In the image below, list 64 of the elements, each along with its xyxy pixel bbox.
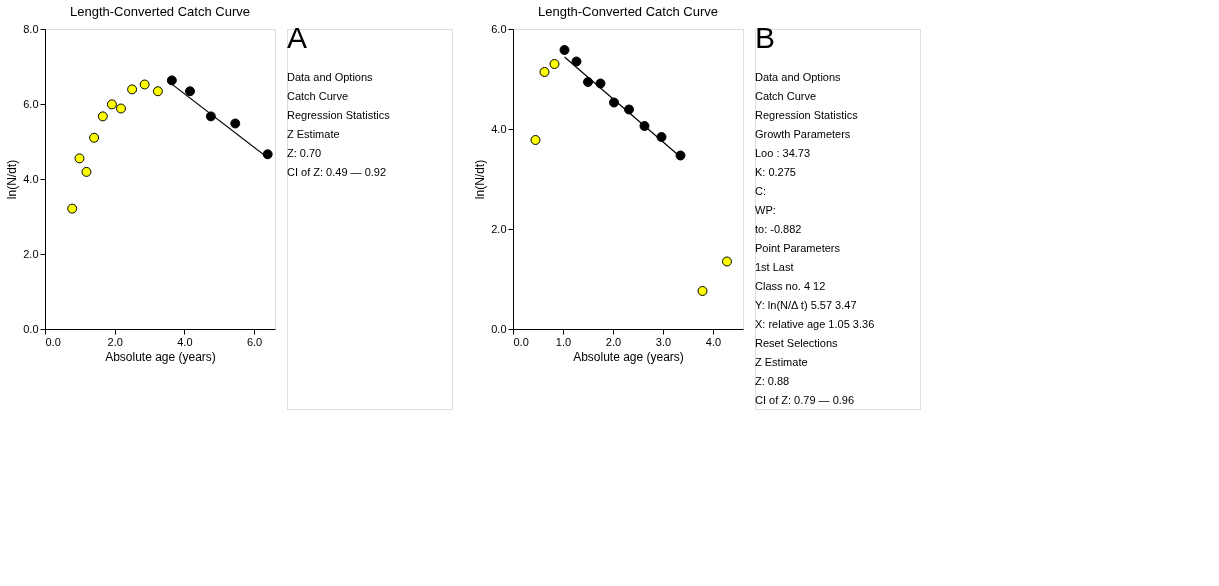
point xyxy=(595,78,606,89)
text: Z Estimate xyxy=(755,356,808,368)
text: B xyxy=(755,21,776,54)
text: Regression Statistics xyxy=(287,109,391,121)
text: Z: 0.70 xyxy=(287,147,322,159)
x-tick-label: 3.0 xyxy=(655,335,672,348)
text: Data and Options xyxy=(287,71,374,83)
y-tick-label: 4.0 xyxy=(23,172,39,185)
point xyxy=(609,97,619,108)
text: A xyxy=(287,21,308,54)
x-tick-label: 0.0 xyxy=(45,335,61,348)
text: Z Estimate xyxy=(287,128,340,140)
text: Point Parameters xyxy=(755,242,841,254)
text: WP: xyxy=(755,204,776,216)
point xyxy=(583,77,593,87)
x-axis-title: Absolute age (years) xyxy=(573,349,684,364)
text: Loo : 34.73 xyxy=(755,147,811,159)
x-tick-label: 4.0 xyxy=(705,335,722,348)
y-axis-title: ln(N/dt) xyxy=(473,159,488,200)
text: Reset Selections xyxy=(755,337,839,349)
text: Catch Curve xyxy=(755,90,817,102)
x-tick-label: 6.0 xyxy=(246,335,263,348)
text: Growth Parameters xyxy=(755,128,851,140)
text: X: relative age 1.05 3.36 xyxy=(755,318,875,330)
text: Data and Options xyxy=(755,71,842,83)
x-tick-label: 2.0 xyxy=(107,335,123,348)
chart-title: Length-Converted Catch Curve xyxy=(538,4,718,19)
text: CI of Z: 0.49 — 0.92 xyxy=(287,166,387,178)
point xyxy=(675,150,686,161)
y-tick-label: 2.0 xyxy=(491,222,507,235)
point xyxy=(624,104,634,115)
y-tick-label: 6.0 xyxy=(491,22,507,35)
text: to: -0.882 xyxy=(755,223,802,235)
text: Regression Statistics xyxy=(755,109,859,121)
y-tick-label: 0.0 xyxy=(491,322,507,335)
text: Class no. 4 12 xyxy=(755,280,826,292)
point xyxy=(549,59,560,69)
text: CI of Z: 0.79 — 0.96 xyxy=(755,394,855,406)
y-axis-title: ln(N/dt) xyxy=(5,159,20,200)
y-tick-label: 0.0 xyxy=(23,322,39,335)
text: C: xyxy=(755,185,766,197)
x-tick-label: 4.0 xyxy=(177,335,193,348)
x-tick-label: 1.0 xyxy=(555,335,572,348)
text: 1st Last xyxy=(755,261,794,273)
point xyxy=(722,256,732,267)
y-tick-label: 8.0 xyxy=(23,22,39,35)
y-tick-label: 6.0 xyxy=(23,97,39,110)
y-tick-label: 2.0 xyxy=(23,247,39,260)
text: Catch Curve xyxy=(287,90,349,102)
text: Z: 0.88 xyxy=(755,375,790,387)
y-tick-label: 4.0 xyxy=(491,122,507,135)
point xyxy=(639,121,650,131)
x-tick-label: 0.0 xyxy=(513,335,529,348)
text: K: 0.275 xyxy=(755,166,796,178)
point xyxy=(539,67,550,77)
point xyxy=(656,132,667,142)
point xyxy=(530,135,541,145)
chart-title: Length-Converted Catch Curve xyxy=(70,4,250,19)
point xyxy=(559,45,570,55)
point xyxy=(697,286,708,296)
text: Y: ln(N/Δ t) 5.57 3.47 xyxy=(755,299,857,311)
x-axis-title: Absolute age (years) xyxy=(105,349,216,364)
point xyxy=(571,56,582,67)
x-tick-label: 2.0 xyxy=(605,335,622,348)
